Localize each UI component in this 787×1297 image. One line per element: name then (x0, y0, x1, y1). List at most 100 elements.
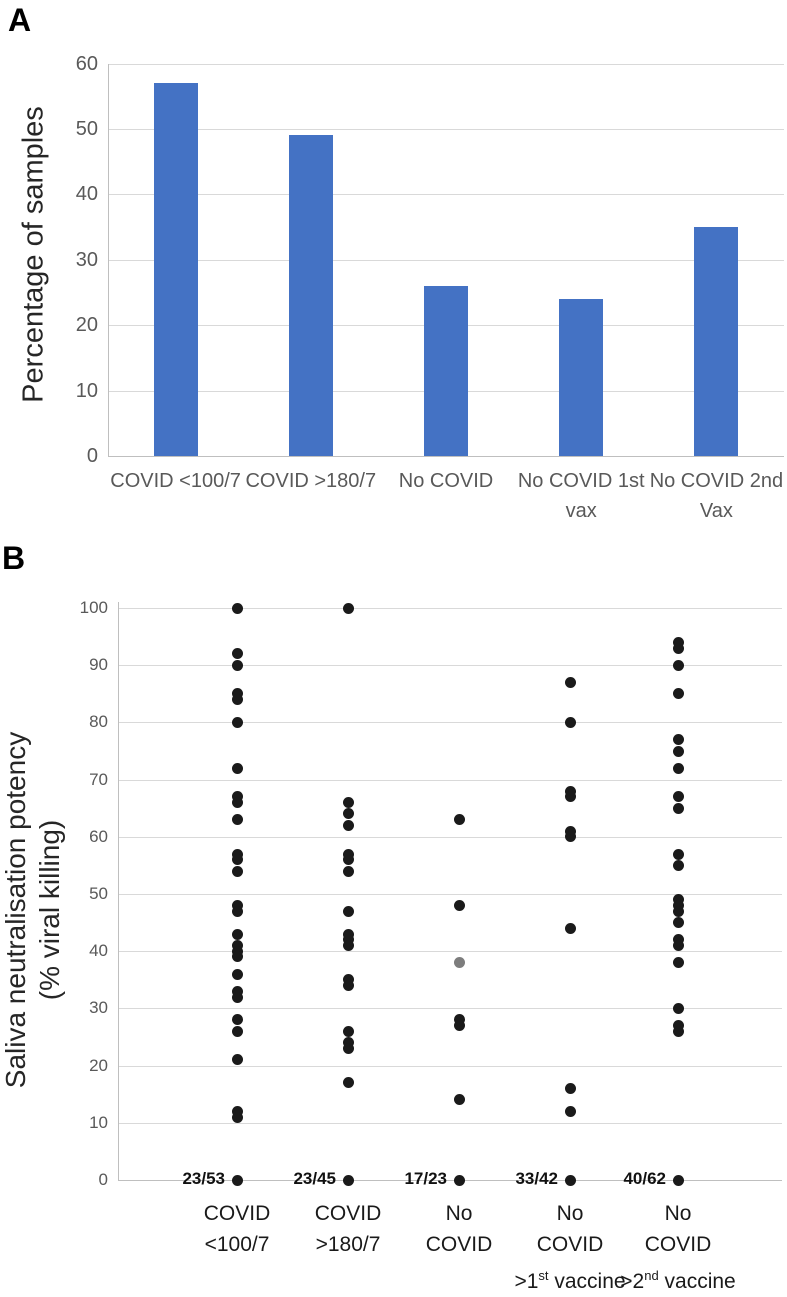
y-tick-label: 30 (75, 248, 98, 271)
y-tick-label: 70 (89, 769, 108, 789)
data-point (342, 865, 354, 877)
count-label: 17/23 (404, 1169, 447, 1188)
data-point (672, 934, 684, 946)
data-point (672, 905, 684, 917)
data-point (231, 797, 243, 808)
data-point (564, 791, 576, 803)
data-point (231, 648, 243, 660)
data-point (231, 928, 243, 940)
data-point (231, 899, 243, 911)
data-point (231, 985, 243, 997)
data-point (342, 934, 354, 946)
panel-b-y-axis-title-line1: Saliva neutralisation potency (0, 731, 31, 1089)
data-point (453, 1094, 465, 1106)
bar (153, 83, 198, 456)
data-point (453, 1174, 465, 1186)
count-label: 23/53 (182, 1169, 225, 1188)
data-point (564, 785, 576, 797)
data-point (231, 1105, 243, 1117)
x-category-label: COVID >180/7 (245, 470, 377, 492)
data-point (672, 957, 684, 969)
data-point (342, 1037, 354, 1049)
data-point (342, 928, 354, 940)
data-point (672, 642, 684, 654)
y-axis-line (118, 602, 119, 1180)
data-point (231, 814, 243, 826)
bar (288, 135, 333, 456)
panel-a-label: A (8, 2, 32, 38)
y-tick-label: 40 (89, 941, 108, 961)
gridline (118, 1180, 782, 1181)
y-tick-label: 90 (89, 655, 108, 675)
bar (559, 299, 604, 456)
x-category-label: No COVID 1st vax (517, 470, 645, 522)
data-point (231, 968, 243, 980)
gridline (108, 63, 784, 65)
data-point (231, 659, 243, 671)
gridline (118, 722, 782, 724)
data-point (672, 940, 684, 951)
data-point (342, 980, 354, 991)
data-point (231, 945, 243, 957)
y-tick-label: 20 (89, 1055, 108, 1075)
y-tick-label: 50 (89, 884, 108, 903)
y-axis-line (108, 63, 109, 456)
gridline (108, 456, 784, 457)
data-point (672, 848, 684, 860)
data-point (231, 940, 243, 951)
data-point (672, 859, 684, 871)
data-point (342, 905, 354, 917)
data-point (453, 899, 465, 911)
y-tick-label: 100 (79, 598, 108, 617)
data-point (672, 1002, 684, 1014)
x-category-label: COVID >180/7 (314, 1202, 382, 1256)
y-tick-label: 0 (98, 1170, 108, 1189)
data-point (564, 1105, 576, 1117)
data-point (564, 676, 576, 688)
x-category-label: COVID <100/7 (110, 470, 241, 492)
data-point (672, 636, 684, 648)
gridline (108, 194, 784, 196)
data-point (231, 1174, 243, 1186)
data-point (342, 1174, 354, 1186)
data-point (672, 659, 684, 671)
y-tick-label: 20 (75, 314, 98, 337)
data-point (564, 716, 576, 728)
gridline (118, 894, 782, 895)
data-point (231, 1054, 243, 1066)
data-point (453, 957, 465, 969)
data-point (564, 1174, 576, 1186)
data-point (672, 1025, 684, 1037)
data-point (672, 899, 684, 911)
data-point (564, 825, 576, 837)
data-point (342, 602, 354, 614)
data-point (231, 791, 243, 803)
gridline (118, 951, 782, 953)
data-point (342, 1042, 354, 1054)
data-point (564, 922, 576, 934)
data-point (231, 991, 243, 1003)
gridline (118, 779, 782, 781)
x-category-label: No COVID (398, 470, 494, 492)
y-tick-label: 60 (89, 826, 108, 846)
panel-b-label: B (2, 540, 26, 576)
data-point (672, 734, 684, 746)
data-point (342, 854, 354, 866)
y-tick-label: 60 (75, 52, 98, 75)
y-tick-label: 80 (89, 712, 108, 732)
data-point (231, 602, 243, 614)
panel-b-y-axis-title: Saliva neutralisation potency (% viral k… (0, 730, 67, 1090)
data-point (342, 974, 354, 986)
gridline (118, 608, 782, 609)
gridline (118, 1122, 782, 1124)
data-point (342, 808, 354, 820)
data-point (453, 1020, 465, 1032)
data-point (231, 716, 243, 728)
count-label: 23/45 (293, 1169, 336, 1188)
panel-b-y-axis-title-line2: (% viral killing) (34, 819, 65, 1001)
y-tick-label: 40 (75, 183, 98, 206)
gridline (118, 836, 782, 838)
count-label: 40/62 (623, 1169, 666, 1188)
data-point (564, 831, 576, 843)
gridline (118, 665, 782, 667)
